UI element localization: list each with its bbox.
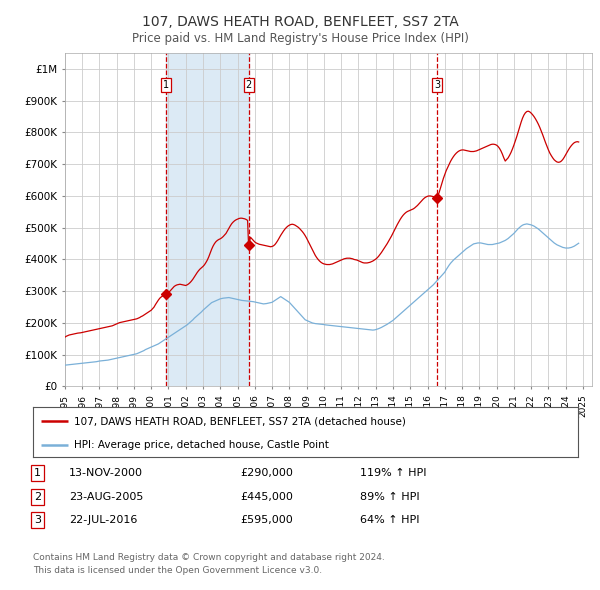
- Text: 13-NOV-2000: 13-NOV-2000: [69, 468, 143, 478]
- Text: £290,000: £290,000: [240, 468, 293, 478]
- Text: 107, DAWS HEATH ROAD, BENFLEET, SS7 2TA: 107, DAWS HEATH ROAD, BENFLEET, SS7 2TA: [142, 15, 458, 29]
- Text: This data is licensed under the Open Government Licence v3.0.: This data is licensed under the Open Gov…: [33, 566, 322, 575]
- Text: 22-JUL-2016: 22-JUL-2016: [69, 516, 137, 525]
- Text: 23-AUG-2005: 23-AUG-2005: [69, 492, 143, 502]
- Text: 2: 2: [34, 492, 41, 502]
- Bar: [166, 53, 248, 386]
- Text: 119% ↑ HPI: 119% ↑ HPI: [360, 468, 427, 478]
- Text: 3: 3: [434, 80, 440, 90]
- Text: HPI: Average price, detached house, Castle Point: HPI: Average price, detached house, Cast…: [74, 440, 329, 450]
- Text: 89% ↑ HPI: 89% ↑ HPI: [360, 492, 419, 502]
- Text: 64% ↑ HPI: 64% ↑ HPI: [360, 516, 419, 525]
- Text: 1: 1: [34, 468, 41, 478]
- Text: £595,000: £595,000: [240, 516, 293, 525]
- Text: 107, DAWS HEATH ROAD, BENFLEET, SS7 2TA (detached house): 107, DAWS HEATH ROAD, BENFLEET, SS7 2TA …: [74, 416, 406, 426]
- Text: Contains HM Land Registry data © Crown copyright and database right 2024.: Contains HM Land Registry data © Crown c…: [33, 553, 385, 562]
- Text: 2: 2: [245, 80, 252, 90]
- Text: 1: 1: [163, 80, 169, 90]
- Text: £445,000: £445,000: [240, 492, 293, 502]
- Text: Price paid vs. HM Land Registry's House Price Index (HPI): Price paid vs. HM Land Registry's House …: [131, 32, 469, 45]
- Text: 3: 3: [34, 516, 41, 525]
